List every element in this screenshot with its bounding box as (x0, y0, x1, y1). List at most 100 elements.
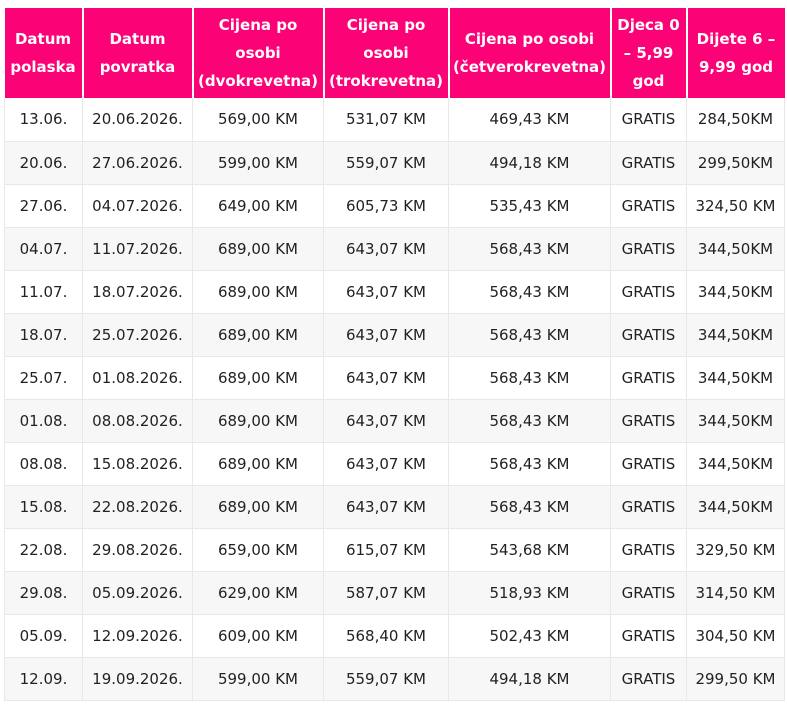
table-cell: 689,00 KM (192, 356, 324, 400)
table-cell: 643,07 KM (323, 399, 449, 443)
table-cell: 22.08.2026. (82, 485, 193, 529)
table-row: 25.07. 01.08.2026. 689,00 KM 643,07 KM 568,4… (4, 356, 785, 400)
table-cell: 649,00 KM (192, 184, 324, 228)
table-cell: 11.07. (4, 270, 83, 314)
table-cell: 689,00 KM (192, 227, 324, 271)
table-cell: GRATIS (610, 98, 687, 142)
table-cell: 494,18 KM (448, 657, 611, 701)
table-cell: GRATIS (610, 313, 687, 357)
table-cell: 568,43 KM (448, 442, 611, 486)
table-cell: 643,07 KM (323, 270, 449, 314)
table-cell: 20.06. (4, 141, 83, 185)
table-cell: 689,00 KM (192, 399, 324, 443)
table-cell: 643,07 KM (323, 442, 449, 486)
table-cell: 22.08. (4, 528, 83, 572)
table-cell: GRATIS (610, 657, 687, 701)
table-cell: GRATIS (610, 528, 687, 572)
table-cell: 25.07. (4, 356, 83, 400)
table-row: 01.08. 08.08.2026. 689,00 KM 643,07 KM 568,4… (4, 399, 785, 443)
table-cell: 659,00 KM (192, 528, 324, 572)
table-cell: 568,43 KM (448, 227, 611, 271)
table-cell: 535,43 KM (448, 184, 611, 228)
table-cell: 643,07 KM (323, 313, 449, 357)
table-cell: 08.08.2026. (82, 399, 193, 443)
table-cell: 04.07.2026. (82, 184, 193, 228)
table-cell: GRATIS (610, 184, 687, 228)
table-row: 04.07. 11.07.2026. 689,00 KM 643,07 KM 568,4… (4, 227, 785, 271)
table-cell: 15.08. (4, 485, 83, 529)
table-cell: 531,07 KM (323, 98, 449, 142)
table-cell: 344,50KM (686, 399, 785, 443)
table-cell: 27.06.2026. (82, 141, 193, 185)
table-cell: 29.08.2026. (82, 528, 193, 572)
table-row: 18.07. 25.07.2026. 689,00 KM 643,07 KM 568,4… (4, 313, 785, 357)
departure-price-table: Datum polaska Datum povratka Cijena po oso… (4, 8, 785, 701)
table-cell: GRATIS (610, 141, 687, 185)
table-cell: 344,50KM (686, 313, 785, 357)
price-table-header: Datum polaska Datum povratka Cijena po oso… (4, 8, 785, 98)
column-header: Dijete 6 – 9,99 god (686, 8, 785, 98)
table-cell: 599,00 KM (192, 141, 324, 185)
table-row: 22.08. 29.08.2026. 659,00 KM 615,07 KM 543,6… (4, 528, 785, 572)
table-row: 12.09. 19.09.2026. 599,00 KM 559,07 KM 494,1… (4, 657, 785, 701)
table-cell: 13.06. (4, 98, 83, 142)
table-cell: GRATIS (610, 442, 687, 486)
table-cell: 605,73 KM (323, 184, 449, 228)
table-cell: GRATIS (610, 571, 687, 615)
table-cell: 19.09.2026. (82, 657, 193, 701)
table-cell: 15.08.2026. (82, 442, 193, 486)
table-cell: GRATIS (610, 485, 687, 529)
table-cell: 643,07 KM (323, 485, 449, 529)
column-header: Djeca 0 – 5,99 god (610, 8, 688, 98)
table-cell: 04.07. (4, 227, 83, 271)
table-cell: 689,00 KM (192, 485, 324, 529)
table-cell: 559,07 KM (323, 657, 449, 701)
table-cell: 05.09. (4, 614, 83, 658)
table-cell: 609,00 KM (192, 614, 324, 658)
column-header: Cijena po osobi (dvokrevetna) (192, 8, 325, 98)
table-cell: 344,50KM (686, 485, 785, 529)
table-cell: GRATIS (610, 356, 687, 400)
table-cell: 27.06. (4, 184, 83, 228)
table-cell: 01.08. (4, 399, 83, 443)
table-cell: 469,43 KM (448, 98, 611, 142)
table-cell: 599,00 KM (192, 657, 324, 701)
table-cell: 643,07 KM (323, 227, 449, 271)
table-cell: 559,07 KM (323, 141, 449, 185)
table-cell: 344,50KM (686, 227, 785, 271)
table-cell: 568,43 KM (448, 356, 611, 400)
table-cell: 344,50KM (686, 270, 785, 314)
table-cell: 569,00 KM (192, 98, 324, 142)
table-cell: 689,00 KM (192, 442, 324, 486)
table-cell: 494,18 KM (448, 141, 611, 185)
table-row: 27.06. 04.07.2026. 649,00 KM 605,73 KM 535,4… (4, 184, 785, 228)
table-cell: 12.09.2026. (82, 614, 193, 658)
table-cell: 304,50 KM (686, 614, 785, 658)
table-cell: GRATIS (610, 399, 687, 443)
table-cell: GRATIS (610, 270, 687, 314)
column-header: Cijena po osobi (trokrevetna) (323, 8, 450, 98)
table-cell: 25.07.2026. (82, 313, 193, 357)
table-cell: 29.08. (4, 571, 83, 615)
table-cell: 344,50KM (686, 442, 785, 486)
table-cell: 11.07.2026. (82, 227, 193, 271)
table-cell: 568,40 KM (323, 614, 449, 658)
column-header: Datum polaska (4, 8, 84, 98)
table-row: 11.07. 18.07.2026. 689,00 KM 643,07 KM 568,4… (4, 270, 785, 314)
table-row: 05.09. 12.09.2026. 609,00 KM 568,40 KM 502,4… (4, 614, 785, 658)
table-row: 20.06. 27.06.2026. 599,00 KM 559,07 KM 494,1… (4, 141, 785, 185)
table-cell: 299,50KM (686, 141, 785, 185)
table-cell: 587,07 KM (323, 571, 449, 615)
table-cell: 01.08.2026. (82, 356, 193, 400)
table-cell: 568,43 KM (448, 399, 611, 443)
table-cell: 20.06.2026. (82, 98, 193, 142)
table-cell: 502,43 KM (448, 614, 611, 658)
table-cell: GRATIS (610, 227, 687, 271)
table-cell: 324,50 KM (686, 184, 785, 228)
table-row: 13.06. 20.06.2026. 569,00 KM 531,07 KM 469,4… (4, 98, 785, 142)
table-cell: 329,50 KM (686, 528, 785, 572)
column-header: Cijena po osobi (četverokrevetna) (448, 8, 612, 98)
table-cell: 543,68 KM (448, 528, 611, 572)
table-row: 08.08. 15.08.2026. 689,00 KM 643,07 KM 568,4… (4, 442, 785, 486)
table-row: 15.08. 22.08.2026. 689,00 KM 643,07 KM 568,4… (4, 485, 785, 529)
